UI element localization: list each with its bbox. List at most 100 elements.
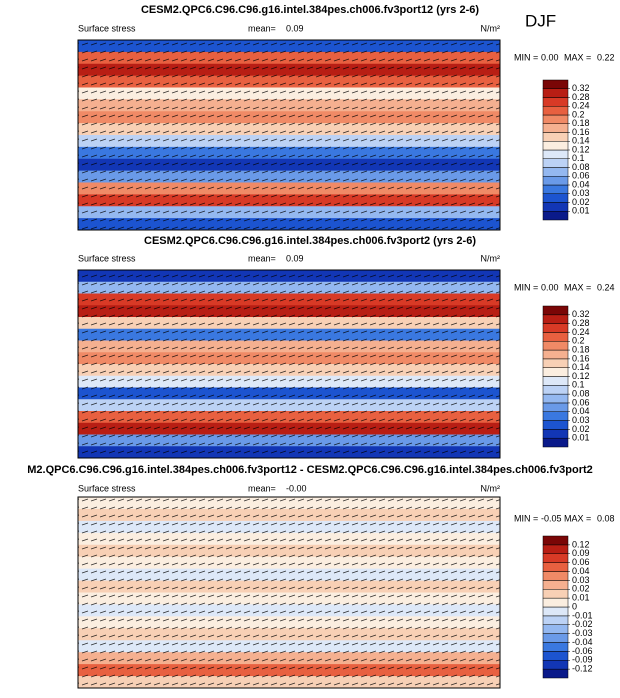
colorbar-box: [542, 341, 569, 351]
mean-value: 0.09: [286, 253, 304, 263]
colorbar-box: [542, 553, 569, 563]
season-label: DJF: [525, 11, 556, 30]
wind-vectors: [78, 497, 500, 688]
colorbar-label: 0.18: [572, 118, 590, 128]
colorbar-label: 0.14: [572, 136, 590, 146]
colorbar-box: [542, 668, 569, 679]
colorbar-box: [542, 149, 569, 159]
max-value: 0.22: [597, 52, 615, 62]
colorbar-box: [542, 393, 569, 404]
colorbar-box: [542, 132, 569, 142]
max-label: MAX =: [564, 282, 591, 292]
min-label: MIN =: [514, 282, 538, 292]
min-value: 0.00: [541, 52, 559, 62]
colorbar-label: 0.06: [572, 171, 590, 181]
colorbar-box: [542, 211, 569, 221]
colorbar-label: 0.02: [572, 197, 590, 207]
colorbar-label: -0.03: [572, 628, 593, 638]
colorbar-box: [542, 158, 569, 168]
colorbar-label: 0.16: [572, 127, 590, 137]
colorbar-label: -0.04: [572, 637, 593, 647]
colorbar-label: 0.24: [572, 327, 590, 337]
colorbar-box: [542, 597, 569, 608]
units: N/m²: [481, 483, 501, 493]
colorbar-label: 0.06: [572, 557, 590, 567]
min-label: MIN =: [514, 513, 538, 523]
colorbar-box: [542, 141, 569, 151]
colorbar-box: [542, 106, 569, 116]
colorbar-box: [542, 123, 569, 133]
colorbar-box: [542, 114, 569, 124]
colorbar-box: [542, 429, 569, 439]
colorbar-label: 0.03: [572, 188, 590, 198]
colorbar-label: 0.01: [572, 433, 590, 443]
colorbar-label: 0.04: [572, 566, 590, 576]
colorbar-label: 0.24: [572, 101, 590, 111]
colorbar-label: 0.02: [572, 424, 590, 434]
colorbar-label: 0.1: [572, 380, 585, 390]
min-value: -0.05: [541, 513, 562, 523]
colorbar-box: [542, 606, 569, 617]
colorbar-box: [542, 615, 569, 625]
colorbar-label: 0.08: [572, 162, 590, 172]
mean-label: mean=: [248, 253, 276, 263]
colorbar-label: 0.12: [572, 539, 590, 549]
colorbar-box: [542, 437, 569, 448]
colorbar-label: 0.32: [572, 83, 590, 93]
colorbar-box: [542, 651, 569, 661]
colorbar-box: [542, 167, 569, 177]
colorbar-label: 0.01: [572, 206, 590, 216]
colorbar-box: [542, 358, 569, 368]
colorbar-box: [542, 202, 569, 212]
colorbar-label: -0.02: [572, 619, 593, 629]
colorbar-label: 0.06: [572, 397, 590, 407]
colorbar-label: 0.28: [572, 318, 590, 328]
colorbar-label: 0.04: [572, 179, 590, 189]
max-label: MAX =: [564, 513, 591, 523]
colorbar-label: -0.01: [572, 610, 593, 620]
colorbar-label: -0.09: [572, 655, 593, 665]
colorbar-box: [542, 385, 569, 395]
max-value: 0.08: [597, 513, 615, 523]
panel-title: M2.QPC6.C96.C96.g16.intel.384pes.ch006.f…: [27, 464, 593, 476]
wind-vectors: [78, 40, 500, 230]
max-value: 0.24: [597, 282, 615, 292]
colorbar-box: [542, 642, 569, 652]
colorbar-label: 0.14: [572, 362, 590, 372]
colorbar-box: [542, 660, 569, 670]
colorbar-box: [542, 535, 569, 546]
variable-label: Surface stress: [78, 23, 136, 33]
colorbar-label: -0.06: [572, 646, 593, 656]
mean-value: 0.09: [286, 23, 304, 33]
colorbar-box: [542, 580, 569, 590]
colorbar-box: [542, 544, 569, 554]
min-label: MIN =: [514, 52, 538, 62]
panel-title: CESM2.QPC6.C96.C96.g16.intel.384pes.ch00…: [141, 4, 479, 16]
colorbar-box: [542, 376, 569, 386]
min-value: 0.00: [541, 282, 559, 292]
colorbar-label: 0.09: [572, 548, 590, 558]
colorbar-box: [542, 193, 569, 203]
colorbar-box: [542, 97, 569, 107]
colorbar-box: [542, 402, 569, 412]
mean-label: mean=: [248, 23, 276, 33]
colorbar-box: [542, 176, 569, 186]
colorbar-box: [542, 411, 569, 421]
colorbar-label: 0.04: [572, 406, 590, 416]
colorbar-box: [542, 420, 569, 430]
colorbar-label: 0.1: [572, 153, 585, 163]
colorbar-label: 0.2: [572, 336, 585, 346]
colorbar-label: 0.03: [572, 415, 590, 425]
colorbar-label: 0.28: [572, 92, 590, 102]
mean-label: mean=: [248, 483, 276, 493]
colorbar-box: [542, 562, 569, 572]
wind-vectors: [78, 270, 500, 458]
colorbar-box: [542, 589, 569, 599]
colorbar-label: -0.12: [572, 664, 593, 674]
colorbar-box: [542, 624, 569, 634]
mean-value: -0.00: [286, 483, 307, 493]
colorbar-box: [542, 184, 569, 194]
colorbar-label: 0.03: [572, 575, 590, 585]
colorbar-label: 0.02: [572, 584, 590, 594]
